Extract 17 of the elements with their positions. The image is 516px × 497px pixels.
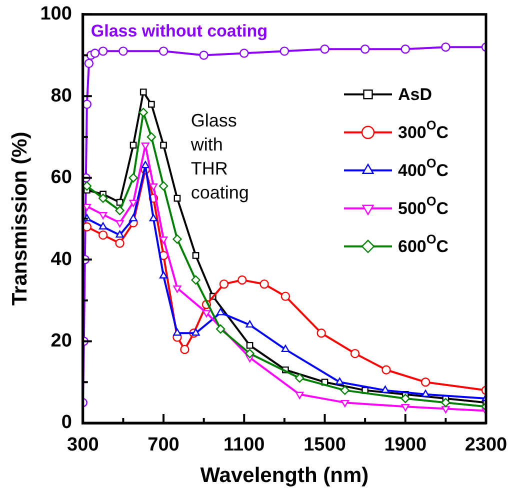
x-tick-label: 300 — [67, 434, 99, 456]
x-tick-label: 1900 — [384, 434, 427, 456]
y-tick-label: 0 — [61, 412, 72, 434]
x-tick-label: 2300 — [464, 434, 508, 456]
y-tick-label: 60 — [50, 167, 72, 188]
annotation: Glass with THR coating — [190, 110, 249, 202]
y-tick-label: 100 — [40, 4, 72, 25]
x-tick-label: 1500 — [304, 434, 346, 456]
x-tick-label: 1100 — [224, 434, 265, 456]
y-tick-label: 40 — [50, 248, 72, 270]
y-tick-label: 80 — [50, 85, 72, 106]
x-axis-title: Wavelength (nm) — [200, 464, 369, 488]
legend-label: AsD — [398, 85, 432, 104]
y-tick-label: 20 — [50, 330, 72, 352]
y-axis-title: Transmission (%) — [8, 132, 32, 306]
x-tick-label: 700 — [148, 434, 180, 456]
series-label: Glass without coating — [90, 21, 268, 40]
